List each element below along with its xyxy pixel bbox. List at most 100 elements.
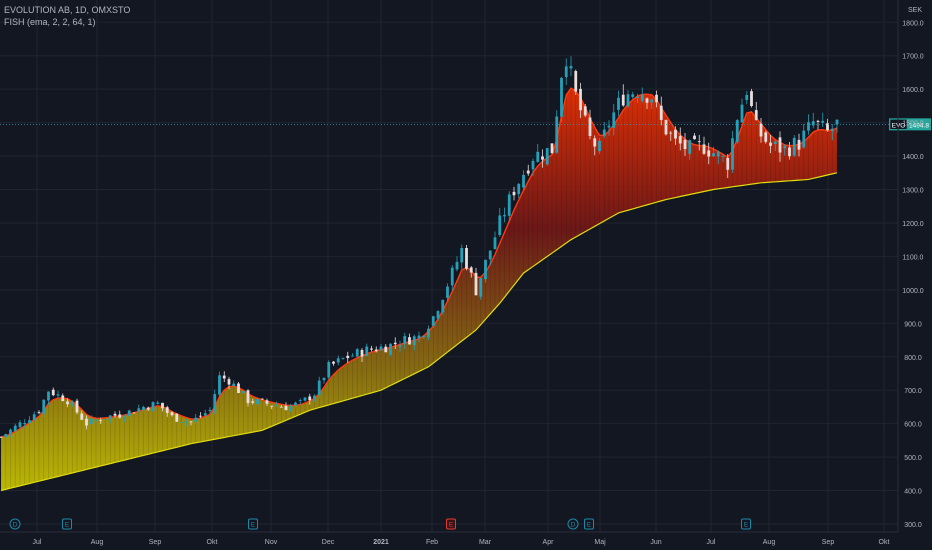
candle-body: [265, 400, 269, 404]
x-tick-label: Jul: [33, 539, 42, 546]
candle-body: [108, 415, 112, 420]
candle-body: [146, 407, 150, 410]
x-tick-label: 2021: [373, 539, 389, 546]
candle-body: [389, 343, 392, 355]
candle-body: [621, 94, 625, 106]
candle-body: [716, 151, 720, 157]
candle-body: [640, 94, 644, 101]
current-price-value: 1494.8: [909, 122, 929, 129]
candle-body: [303, 397, 307, 401]
candle-body: [617, 97, 620, 110]
y-tick-label: 600.0: [904, 422, 922, 429]
candle-body: [94, 419, 98, 421]
candle-body: [80, 413, 84, 420]
earnings-marker[interactable]: E: [62, 518, 72, 530]
svg-text:E: E: [744, 522, 749, 529]
dividend-marker[interactable]: D: [9, 518, 21, 530]
candle-body: [469, 267, 473, 273]
candle-body: [161, 402, 164, 409]
candle-body: [754, 110, 758, 120]
candle-body: [607, 125, 611, 128]
candle-body: [788, 147, 791, 157]
candle-body: [560, 77, 563, 117]
candle-body: [208, 409, 212, 412]
y-tick-label: 1500.0: [902, 121, 924, 128]
candle-body: [13, 425, 17, 432]
candle-body: [23, 422, 27, 425]
candle-body: [355, 349, 359, 357]
candle-body: [659, 105, 663, 120]
candle-body: [294, 402, 297, 406]
y-tick-label: 1600.0: [902, 87, 924, 94]
x-tick-label: Apr: [543, 539, 555, 546]
candle-body: [450, 267, 454, 286]
candle-body: [118, 414, 122, 418]
candle-body: [564, 66, 568, 78]
candle-body: [773, 141, 777, 144]
candle-body: [826, 123, 829, 131]
candle-body: [365, 346, 369, 357]
candle-body: [327, 362, 331, 378]
candle-body: [42, 399, 46, 414]
candle-body: [830, 128, 834, 132]
y-tick-label: 1400.0: [902, 154, 924, 161]
candle-body: [374, 349, 378, 352]
candle-body: [70, 402, 74, 406]
candle-body: [745, 94, 749, 100]
ribbon-top-line: [0, 87, 838, 438]
time-axis[interactable]: Jul Aug Sep Okt Nov Dec 2021 Feb Mar Apr Maj Jun Jul…: [0, 531, 898, 546]
symbol-title[interactable]: EVOLUTION AB, 1D, OMXSTO: [4, 5, 131, 15]
candle-body: [213, 394, 217, 412]
candle-body: [37, 412, 41, 414]
candle-body: [346, 355, 350, 359]
candle-body: [821, 120, 825, 123]
candle-body: [493, 237, 497, 250]
candle-body: [308, 396, 312, 401]
candle-body: [431, 316, 435, 326]
x-tick-label: Aug: [91, 539, 104, 546]
candle-body: [422, 335, 426, 338]
candle-body: [650, 99, 654, 103]
earnings-marker[interactable]: E: [584, 518, 594, 530]
candle-body: [655, 94, 658, 103]
candle-body: [104, 418, 107, 420]
svg-text:E: E: [587, 522, 592, 529]
candle-body: [550, 143, 554, 154]
candle-body: [251, 401, 255, 403]
earnings-marker[interactable]: E: [446, 518, 456, 530]
x-tick-label: Jul: [707, 539, 716, 546]
candle-body: [503, 215, 506, 217]
candle-body: [47, 391, 50, 401]
x-tick-label: Aug: [763, 539, 776, 546]
candle-body: [279, 406, 283, 408]
svg-text:E: E: [65, 522, 70, 529]
candle-body: [332, 361, 335, 364]
candle-body: [612, 112, 616, 128]
dividend-marker[interactable]: D: [567, 518, 579, 530]
earnings-marker[interactable]: E: [248, 518, 258, 530]
candle-body: [764, 132, 768, 142]
y-tick-label: 300.0: [904, 522, 922, 529]
candle-body: [598, 140, 601, 152]
candle-body: [626, 94, 630, 107]
candle-body: [636, 96, 639, 98]
x-tick-label: Mar: [479, 539, 492, 546]
indicator-title[interactable]: FISH (ema, 2, 2, 64, 1): [4, 17, 96, 27]
earnings-marker[interactable]: E: [741, 518, 751, 530]
y-tick-label: 900.0: [904, 321, 922, 328]
x-tick-label: Okt: [207, 539, 218, 546]
candle-body: [32, 414, 36, 420]
candle-body: [127, 410, 131, 417]
ribbon-area: [1, 88, 837, 491]
candle-body: [403, 336, 407, 345]
y-tick-label: 1200.0: [902, 221, 924, 228]
candle-body: [237, 383, 240, 394]
candle-body: [678, 136, 682, 144]
svg-text:E: E: [449, 522, 454, 529]
candle-body: [740, 104, 744, 123]
candle-body: [56, 394, 60, 396]
candle-body: [89, 418, 93, 425]
price-axis[interactable]: SEK 1800.0 1700.0 1600.0 1500.0 1400.0 1300.0 1…: [897, 0, 924, 532]
